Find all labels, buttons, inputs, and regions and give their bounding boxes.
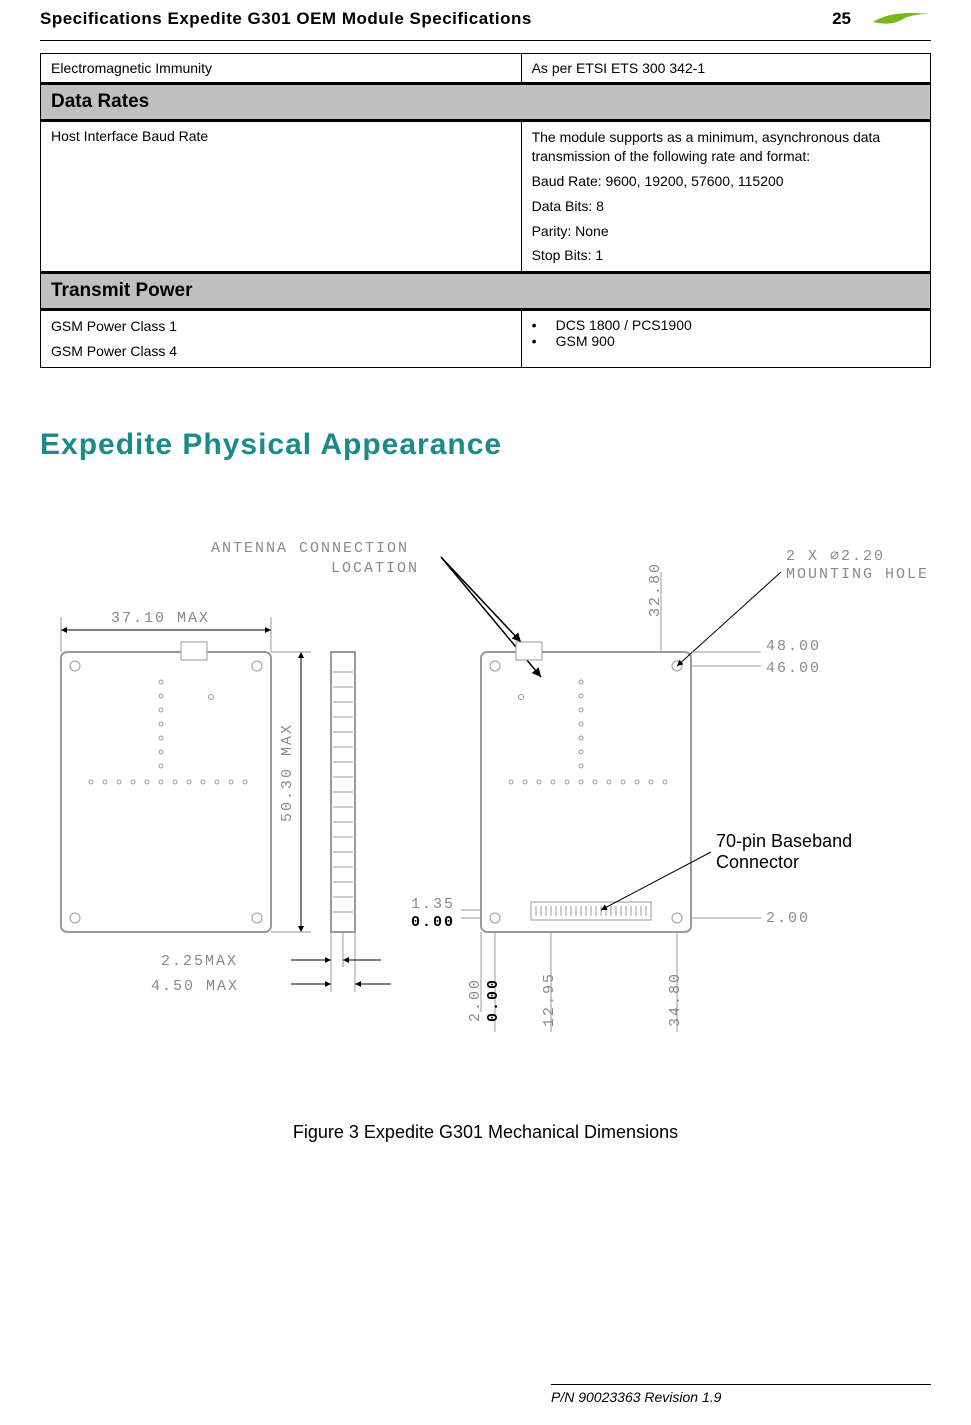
specifications-table: Electromagnetic Immunity As per ETSI ETS…	[40, 53, 931, 368]
svg-text:Connector: Connector	[716, 852, 799, 872]
svg-text:2 X ⌀2.20: 2 X ⌀2.20	[786, 548, 885, 565]
dim-right-top: 48.00 46.00	[691, 638, 821, 677]
spec-value: DCS 1800 / PCS1900 GSM 900	[521, 310, 930, 368]
page-number: 25	[832, 9, 851, 29]
breadcrumb: Specifications Expedite G301 OEM Module …	[40, 9, 532, 29]
spec-value-line: Parity: None	[532, 222, 920, 241]
svg-text:0.00: 0.00	[485, 978, 502, 1022]
svg-text:ANTENNA CONNECTION: ANTENNA CONNECTION	[211, 540, 409, 557]
table-row: Host Interface Baud Rate The module supp…	[41, 121, 931, 273]
spec-value-bullet: GSM 900	[532, 333, 920, 349]
svg-text:2.00: 2.00	[467, 978, 484, 1022]
spec-value-line: Stop Bits: 1	[532, 246, 920, 265]
dim-height: 50.30 MAX	[271, 652, 311, 932]
svg-text:50.30 MAX: 50.30 MAX	[279, 723, 296, 822]
svg-text:12.95: 12.95	[541, 972, 558, 1027]
section-title: Expedite Physical Appearance	[40, 428, 931, 462]
header-divider	[40, 40, 931, 41]
diagram-bottom-view	[481, 642, 691, 932]
svg-text:MOUNTING HOLE: MOUNTING HOLE	[786, 566, 929, 583]
svg-text:37.10 MAX: 37.10 MAX	[111, 610, 210, 627]
dim-right-bottom: 2.00	[691, 910, 810, 927]
spec-label-line: GSM Power Class 4	[51, 342, 511, 361]
svg-text:1.35: 1.35	[411, 896, 455, 913]
svg-text:46.00: 46.00	[766, 660, 821, 677]
antenna-label: ANTENNA CONNECTION LOCATION	[211, 540, 541, 677]
spec-value: The module supports as a minimum, asynch…	[521, 121, 930, 273]
svg-text:0.00: 0.00	[411, 914, 455, 931]
brand-logo-icon	[871, 8, 931, 30]
dim-32-80: 32.80	[647, 562, 664, 652]
section-header-label: Transmit Power	[41, 273, 931, 310]
connector-label: 70-pin Baseband Connector	[601, 831, 852, 910]
svg-text:4.50 MAX: 4.50 MAX	[151, 978, 239, 995]
spec-value-bullet: DCS 1800 / PCS1900	[532, 317, 920, 333]
spec-label: GSM Power Class 1 GSM Power Class 4	[41, 310, 522, 368]
table-section-header: Data Rates	[41, 84, 931, 121]
svg-text:LOCATION: LOCATION	[331, 560, 419, 577]
mechanical-diagram: 37.10 MAX ANTENNA CONNECTION LOCATION	[40, 522, 931, 1082]
svg-text:2.00: 2.00	[766, 910, 810, 927]
spec-value: As per ETSI ETS 300 342-1	[521, 54, 930, 84]
spec-label-line: GSM Power Class 1	[51, 317, 511, 336]
dim-left-bottom: 1.35 0.00	[411, 896, 481, 931]
dim-thickness: 2.25MAX 4.50 MAX	[151, 932, 391, 995]
spec-value-line: The module supports as a minimum, asynch…	[532, 128, 920, 166]
diagram-top-view	[61, 642, 271, 932]
svg-text:34.80: 34.80	[667, 972, 684, 1027]
footer-text: P/N 90023363 Revision 1.9	[551, 1389, 931, 1405]
spec-label: Host Interface Baud Rate	[41, 121, 522, 273]
svg-text:2.25MAX: 2.25MAX	[161, 953, 238, 970]
figure-caption: Figure 3 Expedite G301 Mechanical Dimens…	[40, 1122, 931, 1143]
dim-width-left: 37.10 MAX	[61, 610, 271, 652]
footer-divider	[551, 1384, 931, 1385]
spec-value-line: Baud Rate: 9600, 19200, 57600, 115200	[532, 172, 920, 191]
dim-bottom-verticals: 2.00 0.00 12.95 34.80	[467, 932, 684, 1032]
table-row: GSM Power Class 1 GSM Power Class 4 DCS …	[41, 310, 931, 368]
spec-label: Electromagnetic Immunity	[41, 54, 522, 84]
svg-text:48.00: 48.00	[766, 638, 821, 655]
spec-value-line: Data Bits: 8	[532, 197, 920, 216]
page-footer: P/N 90023363 Revision 1.9	[551, 1384, 931, 1405]
diagram-side-profile	[331, 652, 355, 932]
svg-text:70-pin Baseband: 70-pin Baseband	[716, 831, 852, 851]
table-row: Electromagnetic Immunity As per ETSI ETS…	[41, 54, 931, 84]
table-section-header: Transmit Power	[41, 273, 931, 310]
section-header-label: Data Rates	[41, 84, 931, 121]
svg-text:32.80: 32.80	[647, 562, 664, 617]
page-header: Specifications Expedite G301 OEM Module …	[40, 0, 931, 36]
